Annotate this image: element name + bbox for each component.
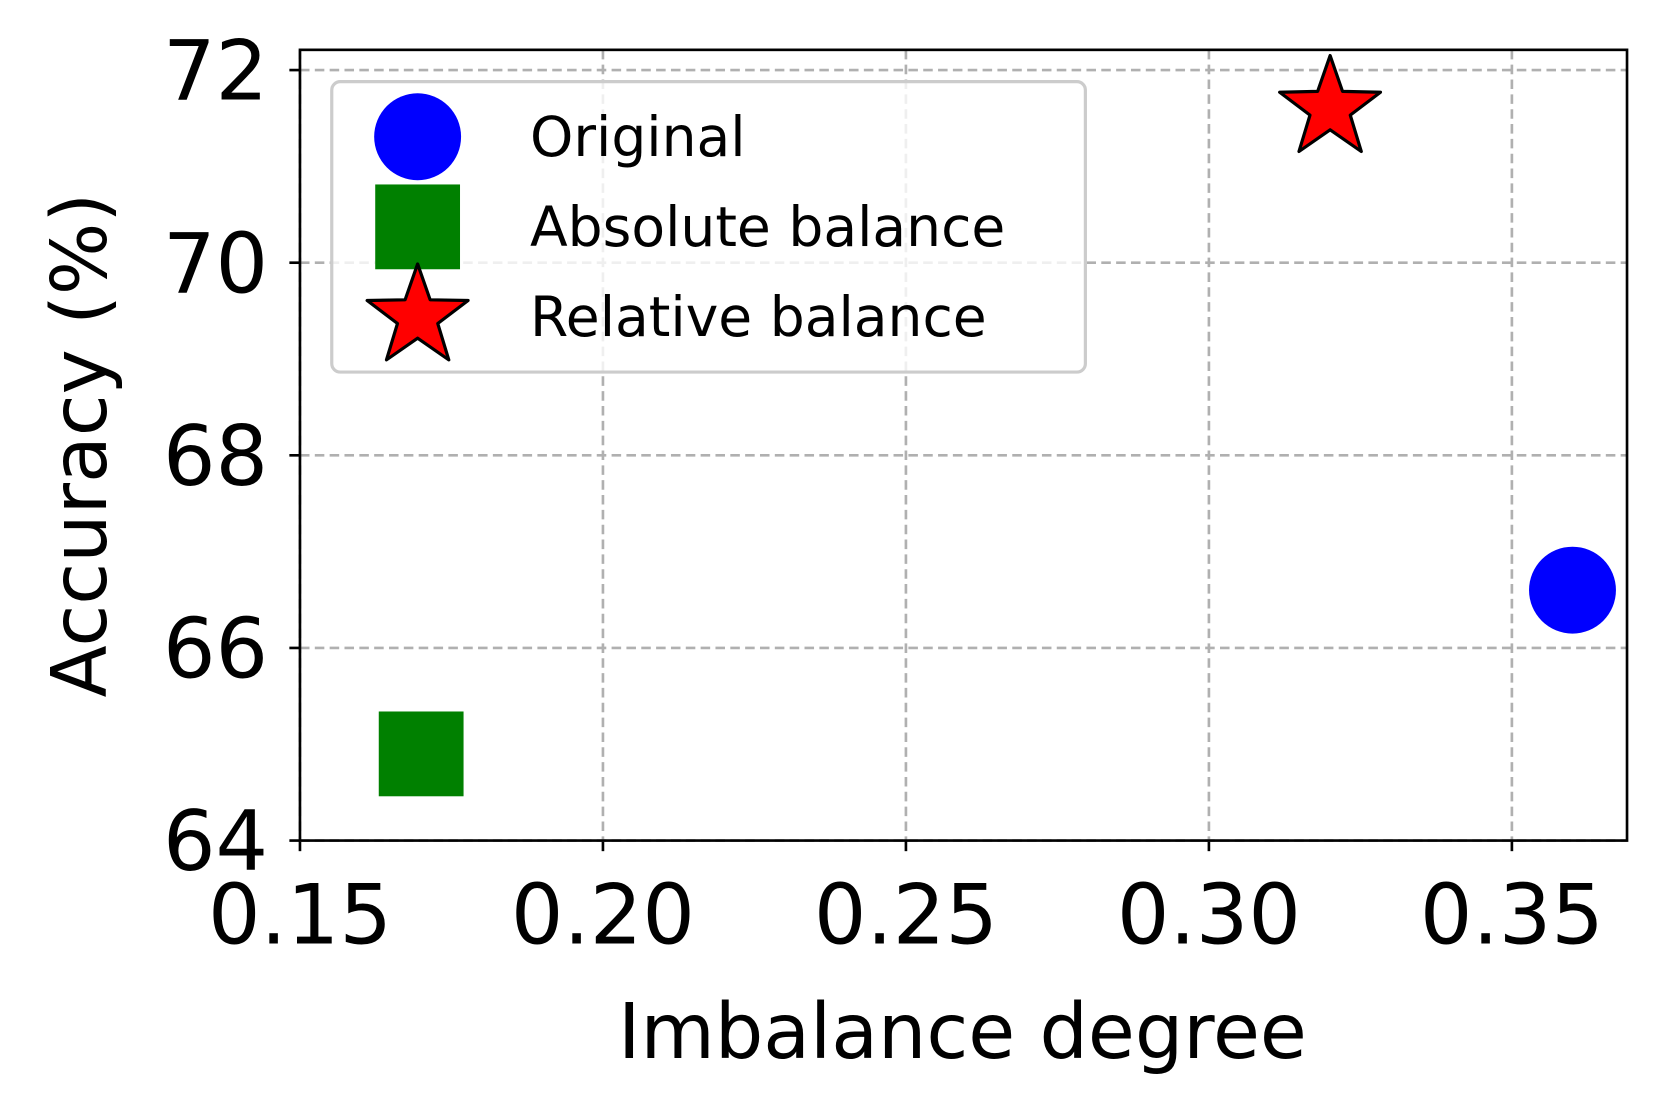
legend-label: Absolute balance: [530, 195, 1005, 259]
x-tick-label: 0.35: [1420, 867, 1604, 963]
y-tick-label: 64: [163, 794, 268, 890]
y-axis-label: Accuracy (%): [35, 193, 124, 698]
x-tick-label: 0.20: [511, 867, 695, 963]
legend-box: [330, 80, 1087, 374]
point: [378, 711, 464, 797]
legend-marker: [375, 184, 461, 270]
y-tick-label: 72: [163, 24, 268, 120]
point: [1529, 546, 1616, 634]
legend-label: Relative balance: [530, 285, 987, 349]
x-tick-label: 0.25: [814, 867, 998, 963]
y-tick-label: 70: [163, 216, 268, 312]
legend: Original Absolute balance Relative balance: [330, 80, 1087, 374]
x-axis-label: Imbalance degree: [618, 987, 1307, 1076]
legend-label: Original: [530, 105, 746, 169]
point: [1278, 53, 1383, 154]
x-tick-label: 0.30: [1117, 867, 1301, 963]
legend-marker: [365, 262, 470, 362]
plot-frame: [298, 48, 1629, 842]
x-tick-label: 0.15: [208, 867, 392, 963]
y-tick-label: 66: [163, 602, 268, 698]
legend-marker: [374, 93, 462, 181]
y-tick-label: 68: [163, 409, 268, 505]
